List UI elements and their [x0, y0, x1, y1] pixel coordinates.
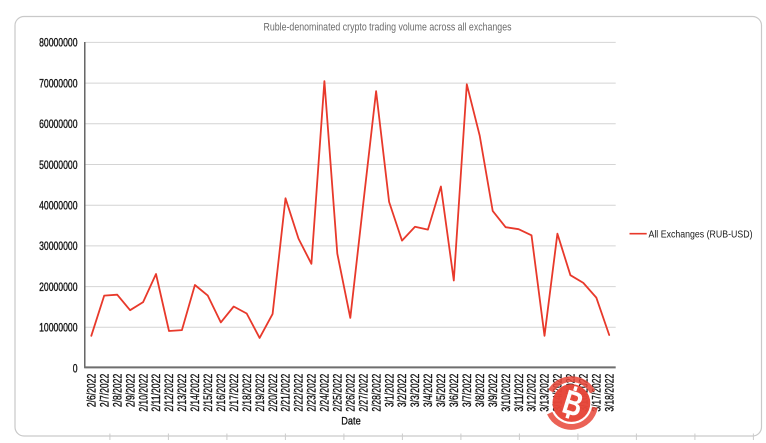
svg-text:3/9/2022: 3/9/2022: [488, 374, 501, 408]
svg-text:3/6/2022: 3/6/2022: [449, 374, 462, 408]
svg-text:20000000: 20000000: [39, 282, 78, 295]
svg-text:2/11/2022: 2/11/2022: [151, 374, 164, 412]
svg-text:60000000: 60000000: [39, 119, 78, 132]
svg-text:2/28/2022: 2/28/2022: [371, 374, 384, 412]
svg-text:3/2/2022: 3/2/2022: [397, 374, 410, 408]
svg-text:2/8/2022: 2/8/2022: [112, 374, 125, 408]
svg-text:2/9/2022: 2/9/2022: [125, 374, 138, 408]
svg-text:2/13/2022: 2/13/2022: [177, 374, 190, 412]
svg-text:2/25/2022: 2/25/2022: [332, 374, 345, 412]
svg-text:Date: Date: [341, 415, 361, 427]
svg-text:2/12/2022: 2/12/2022: [164, 374, 177, 412]
svg-text:2/20/2022: 2/20/2022: [268, 374, 281, 412]
svg-text:3/11/2022: 3/11/2022: [514, 374, 527, 412]
svg-text:10000000: 10000000: [39, 322, 78, 335]
svg-text:3/13/2022: 3/13/2022: [539, 374, 552, 412]
svg-text:3/17/2022: 3/17/2022: [591, 374, 604, 412]
svg-text:50000000: 50000000: [39, 160, 78, 173]
svg-text:80000000: 80000000: [39, 38, 78, 51]
svg-text:2/24/2022: 2/24/2022: [319, 374, 332, 412]
svg-text:3/8/2022: 3/8/2022: [475, 374, 488, 408]
svg-text:3/10/2022: 3/10/2022: [501, 374, 514, 412]
svg-text:2/14/2022: 2/14/2022: [190, 374, 203, 412]
svg-text:40000000: 40000000: [39, 200, 78, 213]
svg-text:2/21/2022: 2/21/2022: [280, 374, 293, 412]
svg-text:2/27/2022: 2/27/2022: [358, 374, 371, 412]
svg-text:Ruble-denominated crypto tradi: Ruble-denominated crypto trading volume …: [264, 21, 512, 33]
svg-text:30000000: 30000000: [39, 241, 78, 254]
svg-text:0: 0: [73, 363, 78, 376]
svg-text:2/15/2022: 2/15/2022: [203, 374, 216, 412]
svg-text:2/26/2022: 2/26/2022: [345, 374, 358, 412]
svg-text:70000000: 70000000: [39, 78, 78, 91]
svg-text:2/17/2022: 2/17/2022: [229, 374, 242, 412]
svg-text:3/1/2022: 3/1/2022: [384, 374, 397, 408]
svg-text:2/10/2022: 2/10/2022: [138, 374, 151, 412]
svg-text:2/6/2022: 2/6/2022: [86, 374, 99, 408]
svg-text:2/16/2022: 2/16/2022: [216, 374, 229, 412]
svg-text:2/7/2022: 2/7/2022: [99, 374, 112, 408]
svg-text:2/18/2022: 2/18/2022: [242, 374, 255, 412]
svg-text:2/19/2022: 2/19/2022: [255, 374, 268, 412]
svg-text:3/7/2022: 3/7/2022: [462, 374, 475, 408]
svg-text:2/22/2022: 2/22/2022: [293, 374, 306, 412]
svg-text:3/5/2022: 3/5/2022: [436, 374, 449, 408]
svg-text:3/12/2022: 3/12/2022: [526, 374, 539, 412]
svg-text:All Exchanges (RUB-USD): All Exchanges (RUB-USD): [649, 229, 753, 240]
svg-text:3/4/2022: 3/4/2022: [423, 374, 436, 408]
svg-text:3/18/2022: 3/18/2022: [604, 374, 617, 412]
svg-text:2/23/2022: 2/23/2022: [306, 374, 319, 412]
svg-text:3/3/2022: 3/3/2022: [410, 374, 423, 408]
